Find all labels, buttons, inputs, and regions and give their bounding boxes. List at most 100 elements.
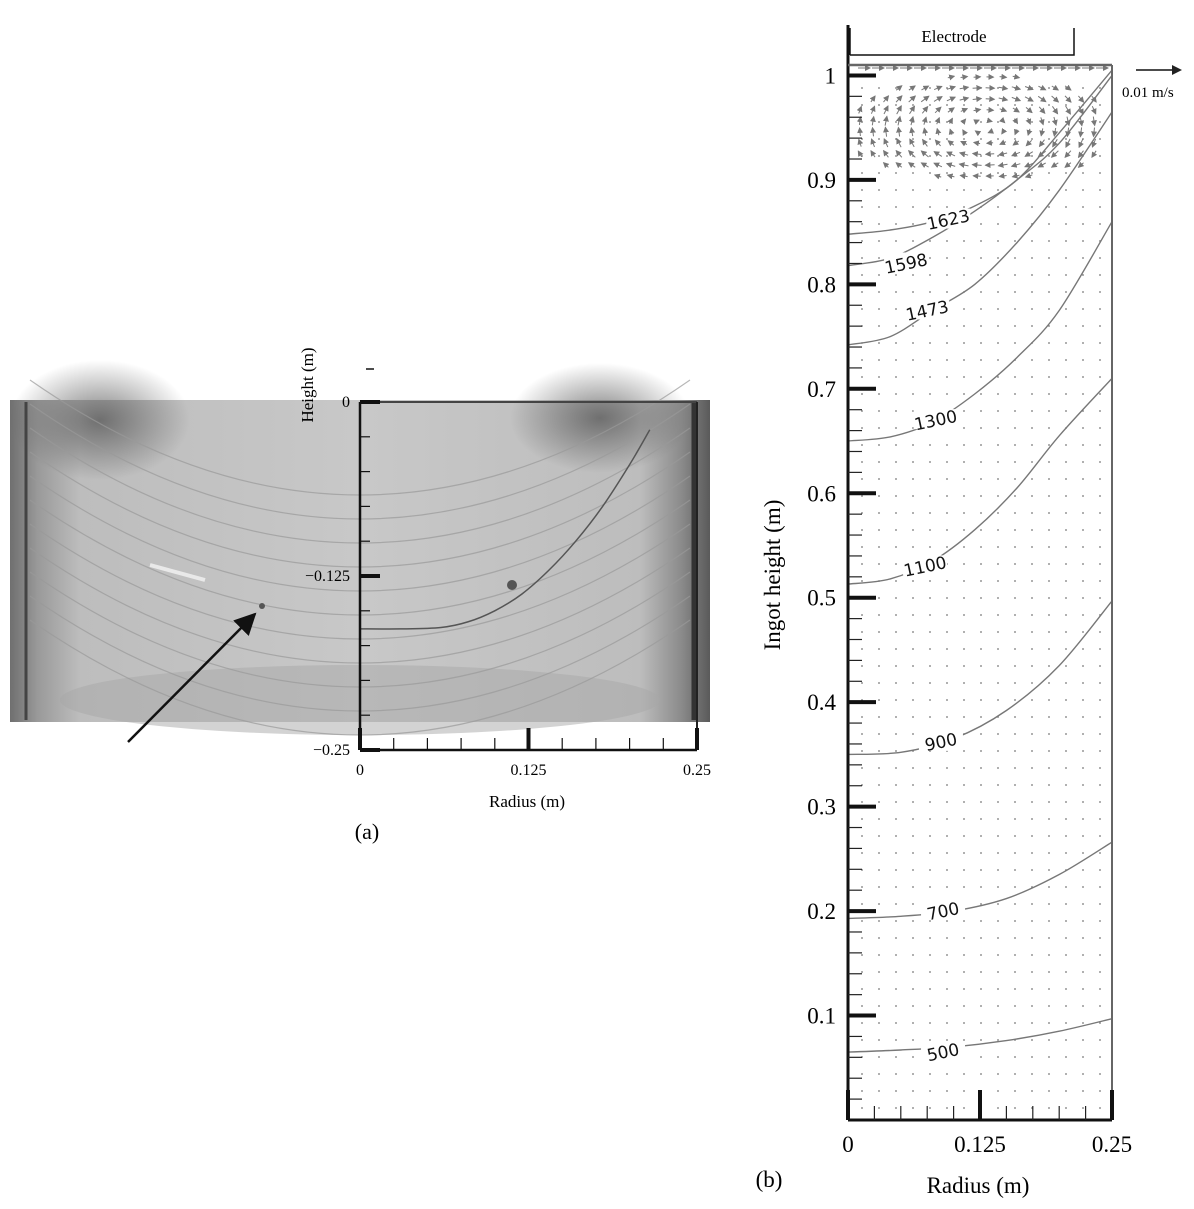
grid-dot bbox=[895, 750, 897, 752]
grid-dot bbox=[1048, 665, 1050, 667]
grid-dot bbox=[946, 1005, 948, 1007]
grid-dot bbox=[861, 223, 863, 225]
velocity-vector bbox=[1038, 84, 1047, 91]
grid-dot bbox=[1099, 1005, 1101, 1007]
grid-dot bbox=[912, 291, 914, 293]
grid-dot bbox=[1031, 920, 1033, 922]
grid-dot bbox=[895, 172, 897, 174]
velocity-vector bbox=[933, 162, 943, 169]
grid-dot bbox=[1099, 512, 1101, 514]
grid-dot bbox=[1014, 546, 1016, 548]
grid-dot bbox=[946, 818, 948, 820]
grid-dot bbox=[980, 1022, 982, 1024]
panel-b-y-tick-label: 0.8 bbox=[807, 272, 836, 297]
grid-dot bbox=[1065, 376, 1067, 378]
grid-dot bbox=[963, 427, 965, 429]
grid-dot bbox=[1082, 376, 1084, 378]
grid-dot bbox=[997, 393, 999, 395]
grid-dot bbox=[1048, 274, 1050, 276]
grid-dot bbox=[997, 835, 999, 837]
grid-dot bbox=[963, 988, 965, 990]
grid-dot bbox=[912, 172, 914, 174]
grid-dot bbox=[929, 869, 931, 871]
grid-dot bbox=[929, 699, 931, 701]
grid-dot bbox=[1031, 631, 1033, 633]
grid-dot bbox=[1031, 818, 1033, 820]
grid-dot bbox=[980, 818, 982, 820]
grid-dot bbox=[1048, 1022, 1050, 1024]
velocity-vector bbox=[998, 84, 1009, 91]
grid-dot bbox=[1082, 733, 1084, 735]
grid-dot bbox=[1014, 801, 1016, 803]
grid-dot bbox=[1065, 886, 1067, 888]
velocity-vector bbox=[987, 128, 995, 134]
grid-dot bbox=[878, 461, 880, 463]
velocity-vector bbox=[870, 138, 877, 148]
grid-dot bbox=[1082, 461, 1084, 463]
grid-dot bbox=[895, 1022, 897, 1024]
velocity-vector bbox=[973, 107, 982, 114]
grid-dot bbox=[1031, 444, 1033, 446]
grid-dot bbox=[1014, 206, 1016, 208]
grid-dot bbox=[1099, 818, 1101, 820]
grid-dot bbox=[963, 240, 965, 242]
grid-dot bbox=[1031, 138, 1033, 140]
contour-line bbox=[847, 600, 1113, 756]
grid-dot bbox=[895, 512, 897, 514]
grid-dot bbox=[1048, 512, 1050, 514]
grid-dot bbox=[1048, 631, 1050, 633]
grid-dot bbox=[1014, 291, 1016, 293]
panel-a-caption: (a) bbox=[355, 819, 379, 844]
grid-dot bbox=[861, 478, 863, 480]
grid-dot bbox=[1014, 682, 1016, 684]
grid-dot bbox=[997, 1073, 999, 1075]
velocity-vector bbox=[1011, 84, 1022, 91]
grid-dot bbox=[1014, 529, 1016, 531]
velocity-vector bbox=[998, 95, 1009, 102]
grid-dot bbox=[997, 546, 999, 548]
grid-dot bbox=[980, 427, 982, 429]
grid-dot bbox=[1082, 495, 1084, 497]
velocity-vector bbox=[1091, 138, 1098, 148]
grid-dot bbox=[929, 784, 931, 786]
velocity-vector bbox=[934, 106, 942, 114]
grid-dot bbox=[1014, 478, 1016, 480]
grid-dot bbox=[1082, 937, 1084, 939]
grid-dot bbox=[912, 376, 914, 378]
grid-dot bbox=[1082, 835, 1084, 837]
grid-dot bbox=[980, 546, 982, 548]
grid-dot bbox=[1031, 359, 1033, 361]
grid-dot bbox=[997, 801, 999, 803]
contour-line bbox=[847, 841, 1113, 920]
grid-dot bbox=[878, 291, 880, 293]
velocity-vector bbox=[999, 73, 1008, 80]
grid-dot bbox=[895, 682, 897, 684]
grid-dot bbox=[1082, 1073, 1084, 1075]
grid-dot bbox=[861, 563, 863, 565]
grid-dot bbox=[963, 1022, 965, 1024]
grid-dot bbox=[980, 121, 982, 123]
grid-dot bbox=[1014, 1073, 1016, 1075]
panel-b-y-tick-label: 0.4 bbox=[807, 690, 836, 715]
grid-dot bbox=[1065, 665, 1067, 667]
velocity-vector bbox=[895, 115, 902, 126]
grid-dot bbox=[895, 597, 897, 599]
grid-dot bbox=[1048, 1107, 1050, 1109]
velocity-vector bbox=[1064, 95, 1072, 103]
velocity-vector bbox=[1064, 161, 1072, 168]
grid-dot bbox=[946, 1073, 948, 1075]
grid-dot bbox=[980, 495, 982, 497]
velocity-vector bbox=[1051, 95, 1060, 103]
grid-dot bbox=[1048, 1039, 1050, 1041]
grid-dot bbox=[963, 937, 965, 939]
grid-dot bbox=[1082, 903, 1084, 905]
velocity-vector bbox=[999, 117, 1006, 124]
grid-dot bbox=[1048, 954, 1050, 956]
grid-dot bbox=[946, 342, 948, 344]
velocity-vector bbox=[1064, 84, 1072, 91]
grid-dot bbox=[912, 852, 914, 854]
grid-dot bbox=[1082, 818, 1084, 820]
grid-dot bbox=[1099, 121, 1101, 123]
panel-b-y-tick-label: 0.2 bbox=[807, 899, 836, 924]
grid-dot bbox=[997, 274, 999, 276]
